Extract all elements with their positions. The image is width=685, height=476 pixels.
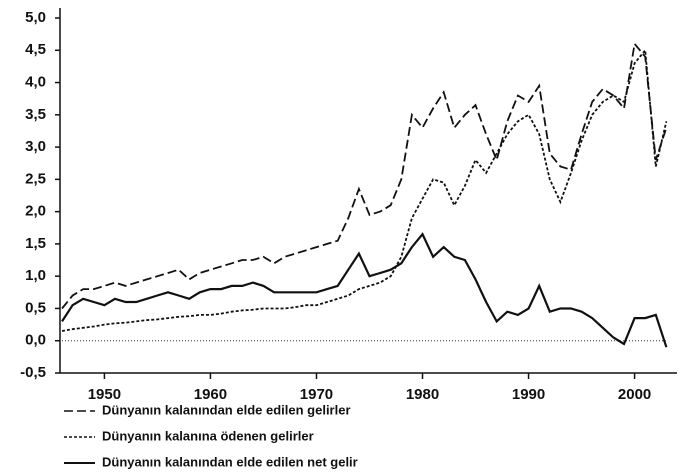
x-tick-label: 2000 [618,386,651,403]
x-tick-label: 1950 [88,386,121,403]
y-tick-label: 4,0 [25,74,46,91]
legend-label: Dünyanın kalanından elde edilen gelirler [102,402,351,417]
series-line [61,48,668,332]
y-tick-label: 5,0 [25,9,46,26]
y-tick-label: 3,0 [25,138,46,155]
y-tick-label: 0,5 [25,299,46,316]
series-line [61,232,668,348]
x-tick-label: 1960 [194,386,227,403]
y-tick-label: 4,5 [25,41,46,58]
legend-label: Dünyanın kalanından elde edilen net geli… [102,454,358,469]
legend-label: Dünyanın kalanına ödenen gelirler [102,428,314,443]
x-tick-label: 1970 [300,386,333,403]
y-tick-label: 0,0 [25,332,46,349]
y-tick-label: 3,5 [25,106,46,123]
y-tick-label: -0,5 [20,364,46,381]
x-tick-label: 1980 [406,386,439,403]
y-tick-label: 2,0 [25,203,46,220]
x-tick-label: 1990 [512,386,545,403]
y-tick-label: 1,0 [25,267,46,284]
y-tick-label: 1,5 [25,235,46,252]
series-line [61,41,668,310]
y-tick-label: 2,5 [25,170,46,187]
